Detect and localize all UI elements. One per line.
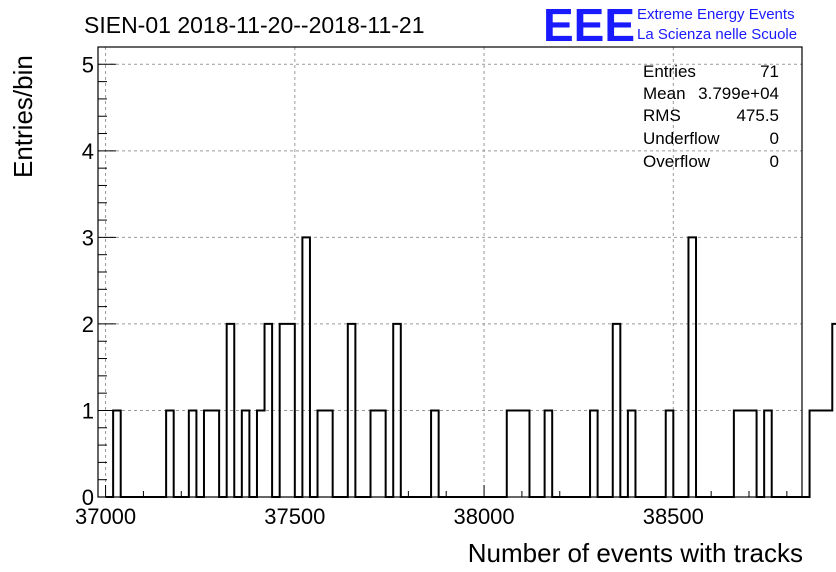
x-tick-label: 37000 <box>75 504 136 529</box>
y-tick-label: 3 <box>82 225 94 250</box>
stats-rms-value: 475.5 <box>736 106 779 125</box>
stats-underflow-label: Underflow <box>643 129 720 148</box>
axis-ticks <box>98 46 788 498</box>
stats-box: Entries 71 Mean 3.799e+04 RMS 475.5 Unde… <box>643 62 779 171</box>
stats-overflow-label: Overflow <box>643 152 711 171</box>
y-tick-label: 0 <box>82 485 94 510</box>
stats-mean-value: 3.799e+04 <box>698 84 779 103</box>
chart-title: SIEN-01 2018-11-20--2018-11-21 <box>84 12 425 38</box>
x-axis-title: Number of events with tracks <box>468 538 803 568</box>
stats-underflow-value: 0 <box>770 129 779 148</box>
y-tick-label: 2 <box>82 312 94 337</box>
y-tick-label: 4 <box>82 139 94 164</box>
x-tick-label: 37500 <box>264 504 325 529</box>
stats-entries-value: 71 <box>760 62 779 81</box>
y-tick-label: 5 <box>82 52 94 77</box>
eee-logo-line1: Extreme Energy Events <box>637 6 795 23</box>
histogram <box>105 236 836 498</box>
stats-entries-label: Entries <box>643 62 696 81</box>
eee-logo-line2: La Scienza nelle Scuole <box>637 26 797 43</box>
tick-labels: 37000 37500 38000 38500 0 1 2 3 4 5 <box>75 52 704 529</box>
stats-mean-label: Mean <box>643 84 686 103</box>
x-tick-label: 38000 <box>453 504 514 529</box>
stats-rms-label: RMS <box>643 106 681 125</box>
x-tick-label: 38500 <box>643 504 704 529</box>
eee-logo-mark: EEE <box>543 0 635 51</box>
y-axis-title: Entries/bin <box>8 55 38 178</box>
histogram-outline <box>105 236 836 498</box>
y-tick-label: 1 <box>82 398 94 423</box>
stats-overflow-value: 0 <box>770 152 779 171</box>
